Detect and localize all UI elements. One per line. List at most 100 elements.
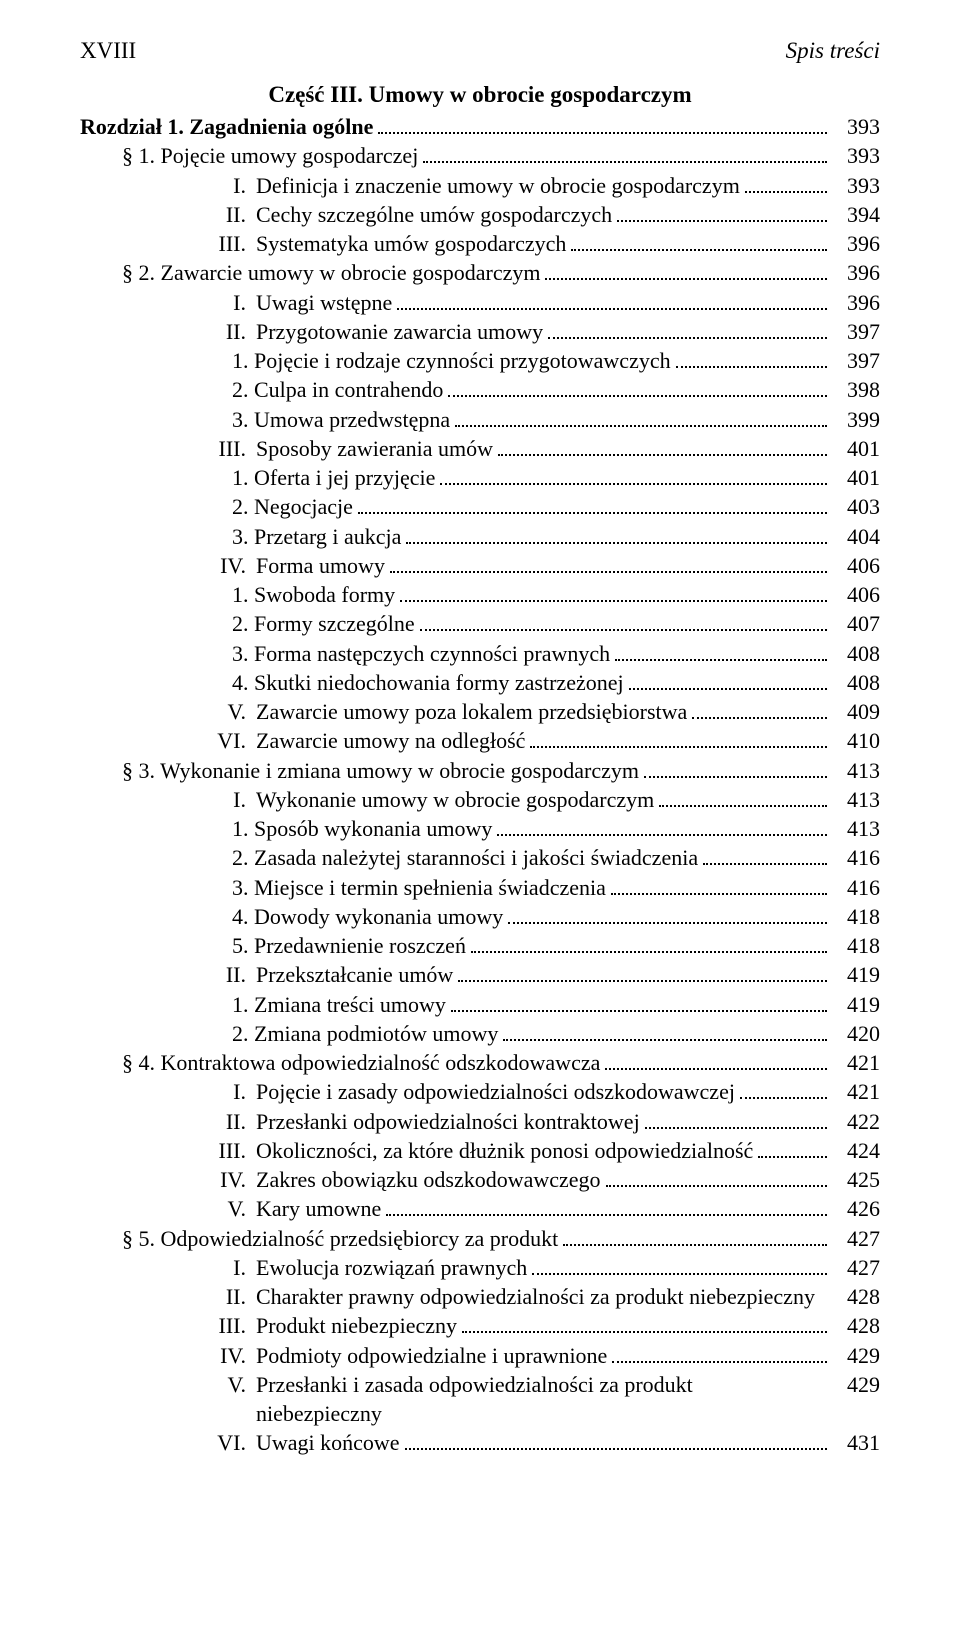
toc-roman: II. — [190, 1282, 256, 1311]
toc-text: 5. Przedawnienie roszczeń — [232, 931, 466, 960]
toc-roman: I. — [190, 1253, 256, 1282]
toc-text: § 2. Zawarcie umowy w obrocie gospodarcz… — [122, 258, 540, 287]
toc-dots — [530, 726, 827, 748]
toc-row: II.Cechy szczególne umów gospodarczych39… — [80, 200, 880, 229]
toc-text: 1. Zmiana treści umowy — [232, 990, 446, 1019]
toc-dots — [605, 1048, 827, 1070]
toc-dots — [400, 580, 827, 602]
toc-page: 419 — [832, 990, 880, 1019]
toc-text: 3. Przetarg i aukcja — [232, 522, 401, 551]
toc-row: I.Wykonanie umowy w obrocie gospodarczym… — [80, 785, 880, 814]
toc-text: Okoliczności, za które dłużnik ponosi od… — [256, 1136, 753, 1165]
toc-row: 1. Oferta i jej przyjęcie 401 — [80, 463, 880, 492]
toc-text: Cechy szczególne umów gospodarczych — [256, 200, 612, 229]
toc-text: § 1. Pojęcie umowy gospodarczej — [122, 141, 418, 170]
toc-roman: V. — [190, 1370, 256, 1399]
toc-row: III.Systematyka umów gospodarczych396 — [80, 229, 880, 258]
toc-row: § 5. Odpowiedzialność przedsiębiorcy za … — [80, 1224, 880, 1253]
page-header: XVIII Spis treści — [80, 38, 880, 64]
toc-text: Produkt niebezpieczny — [256, 1311, 457, 1340]
toc-row: § 3. Wykonanie i zmiana umowy w obrocie … — [80, 756, 880, 785]
toc-text: Przygotowanie zawarcia umowy — [256, 317, 543, 346]
toc-row: II.Przekształcanie umów419 — [80, 960, 880, 989]
toc-dots — [617, 200, 827, 222]
toc-dots — [659, 785, 827, 807]
toc-page: 408 — [832, 668, 880, 697]
toc-text: Charakter prawny odpowiedzialności za pr… — [256, 1282, 815, 1311]
toc-dots — [508, 902, 827, 924]
toc-text: Pojęcie i zasady odpowiedzialności odszk… — [256, 1077, 735, 1106]
toc-dots — [406, 522, 827, 544]
toc-row: V.Przesłanki i zasada odpowiedzialności … — [80, 1370, 880, 1429]
toc-page: 422 — [832, 1107, 880, 1136]
toc-dots — [458, 960, 827, 982]
toc-page: 418 — [832, 902, 880, 931]
toc-dots — [423, 141, 827, 163]
toc-dots — [676, 346, 827, 368]
toc-text: 1. Sposób wykonania umowy — [232, 814, 492, 843]
toc-text: 3. Umowa przedwstępna — [232, 405, 450, 434]
toc-roman: V. — [190, 697, 256, 726]
toc-text: Ewolucja rozwiązań prawnych — [256, 1253, 527, 1282]
toc-page: 401 — [832, 434, 880, 463]
toc-page: 421 — [832, 1077, 880, 1106]
toc-page: 431 — [832, 1428, 880, 1457]
toc-roman: I. — [190, 171, 256, 200]
toc-text: Forma umowy — [256, 551, 385, 580]
part-title: Część III. Umowy w obrocie gospodarczym — [80, 82, 880, 108]
toc-row: 3. Przetarg i aukcja404 — [80, 522, 880, 551]
toc-dots — [644, 756, 827, 778]
toc-page: 416 — [832, 873, 880, 902]
toc-row: 3. Umowa przedwstępna399 — [80, 405, 880, 434]
toc-roman: IV. — [190, 1165, 256, 1194]
toc-dots — [532, 1253, 827, 1275]
toc-text: Sposoby zawierania umów — [256, 434, 493, 463]
toc-text: 1. Oferta i jej przyjęcie — [232, 463, 435, 492]
toc-text: Przesłanki i zasada odpowiedzialności za… — [256, 1370, 824, 1429]
toc-dots — [740, 1077, 827, 1099]
toc-roman: VI. — [190, 726, 256, 755]
toc-text: 2. Culpa in contrahendo — [232, 375, 443, 404]
toc-roman: III. — [190, 1311, 256, 1340]
toc-row: II.Charakter prawny odpowiedzialności za… — [80, 1282, 880, 1311]
toc-roman: I. — [190, 785, 256, 814]
toc-text-prefix: 2. — [232, 377, 254, 402]
toc-dots — [703, 843, 827, 865]
toc-page: 427 — [832, 1253, 880, 1282]
toc-roman: V. — [190, 1194, 256, 1223]
toc-page: 424 — [832, 1136, 880, 1165]
toc-page: 410 — [832, 726, 880, 755]
toc-row: 2. Zasada należytej staranności i jakośc… — [80, 843, 880, 872]
toc-text: Wykonanie umowy w obrocie gospodarczym — [256, 785, 654, 814]
toc-page: 413 — [832, 814, 880, 843]
toc-page: 416 — [832, 843, 880, 872]
toc-text: Zawarcie umowy na odległość — [256, 726, 525, 755]
toc-text: Uwagi wstępne — [256, 288, 392, 317]
toc-page: 394 — [832, 200, 880, 229]
toc-text-italic: Culpa in contrahendo — [254, 377, 443, 402]
toc-row: 4. Dowody wykonania umowy418 — [80, 902, 880, 931]
toc-row: 1. Sposób wykonania umowy 413 — [80, 814, 880, 843]
table-of-contents: Rozdział 1. Zagadnienia ogólne393§ 1. Po… — [80, 112, 880, 1458]
toc-text: Uwagi końcowe — [256, 1428, 400, 1457]
toc-page: 401 — [832, 463, 880, 492]
toc-dots — [745, 171, 827, 193]
toc-row: 2. Culpa in contrahendo398 — [80, 375, 880, 404]
toc-dots — [397, 288, 827, 310]
toc-roman: VI. — [190, 1428, 256, 1457]
toc-row: § 2. Zawarcie umowy w obrocie gospodarcz… — [80, 258, 880, 287]
toc-row: IV.Forma umowy406 — [80, 551, 880, 580]
toc-dots — [503, 1019, 827, 1041]
toc-page: 419 — [832, 960, 880, 989]
toc-page: 397 — [832, 346, 880, 375]
toc-roman: I. — [190, 1077, 256, 1106]
toc-roman: II. — [190, 1107, 256, 1136]
toc-dots — [378, 112, 827, 134]
toc-roman: IV. — [190, 551, 256, 580]
toc-row: VI.Zawarcie umowy na odległość 410 — [80, 726, 880, 755]
toc-page: 418 — [832, 931, 880, 960]
toc-dots — [462, 1311, 827, 1333]
toc-page: 428 — [832, 1311, 880, 1340]
toc-text: 2. Negocjacje — [232, 492, 353, 521]
toc-roman: II. — [190, 317, 256, 346]
